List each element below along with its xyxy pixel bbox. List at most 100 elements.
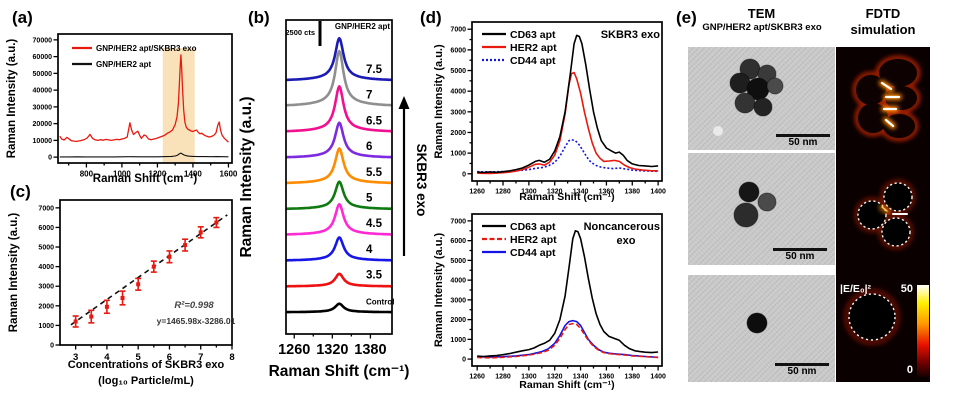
spectrum-5.5 [285, 147, 392, 185]
y-tick-label: 2000 [38, 303, 54, 310]
y-tick-label: 3000 [38, 284, 54, 291]
legend-label: HER2 apt [510, 42, 557, 54]
fdtd-row2-trimer [855, 180, 915, 249]
panel-e-label: (e) [676, 8, 697, 27]
spectrum-4.5 [285, 202, 392, 236]
panel-d-label: (d) [420, 8, 442, 27]
y-tick-label: 4000 [38, 264, 54, 271]
x-tick-label: 3 [73, 352, 78, 363]
plot-border [59, 199, 233, 346]
panel-a-chart: 800 1000 1200 1400 1600 0 10000 20000 30000 40000… [6, 33, 238, 185]
y-axis-label: Raman Intensity (a.u.) [433, 44, 445, 159]
series-group [59, 54, 229, 158]
x-tick-label: 5 [136, 352, 142, 363]
x-axis-label: Raman Shift (cm⁻¹) [519, 191, 614, 203]
tem-image-row3: 50 nm [688, 275, 835, 382]
x-tick-label: 1340 [573, 189, 589, 196]
spectrum-Control [285, 302, 392, 314]
x-tick-label: 4 [104, 352, 110, 363]
x-axis-label: Raman Shift (cm⁻¹) [519, 379, 614, 391]
arrow-label: SKBR3 exo [414, 144, 429, 217]
panel-b-chart: 7.5 7 6.5 6 5.5 5 4.5 4 3.5 Control 2500 cts SKBR3 … [238, 19, 429, 380]
data-point [104, 304, 109, 309]
x-tick-label: 1300 [521, 189, 537, 196]
hotspots [879, 205, 910, 217]
y-tick-label: 20000 [33, 121, 53, 128]
y-tick-label: 30000 [33, 104, 53, 111]
spectrum-7.5 [285, 36, 392, 82]
up-arrow-head [398, 96, 410, 109]
series-HER2 apt [477, 322, 659, 359]
data-point [73, 319, 78, 324]
x-tick-label: 1000 [113, 170, 131, 179]
x-axis-label: Raman Shift (cm⁻¹) [93, 173, 198, 185]
y-tick-label: 7000 [450, 27, 466, 34]
x-axis-ticks [476, 366, 659, 371]
data-point [120, 295, 125, 300]
series-label: 5 [366, 193, 373, 205]
series-CD44 apt [477, 319, 659, 359]
nanoparticle-outline [848, 293, 896, 341]
y-axis-label: Raman Intensity (a.u.) [8, 213, 20, 333]
y-axis-label: Raman Intensity (a.u.) [6, 39, 18, 159]
x-axis-label: Raman Shift (cm⁻¹) [269, 363, 410, 380]
plasmon-glow [844, 289, 900, 345]
scale-bar [775, 363, 829, 366]
panel-c-chart: 3 4 5 6 7 8 0 1000 2000 3000 4000 5000 6000 7000 Conce… [8, 199, 236, 387]
legend-label: GNP/HER2 apt [96, 60, 151, 69]
series-label: 4.5 [366, 218, 383, 230]
plot-border [285, 19, 393, 335]
nanoparticle-outlines [857, 182, 913, 247]
tem-row1-particles [713, 58, 784, 136]
plot-border [57, 33, 233, 164]
y-tick-label: 4000 [450, 89, 466, 96]
fdtd-column-title: FDTD [865, 6, 901, 21]
tem-row3-particles [746, 312, 768, 334]
data-point [89, 314, 94, 319]
annotation: GNP/HER2 apt [335, 22, 390, 31]
y-axis-ticks [467, 220, 472, 360]
y-axis-ticks [55, 207, 60, 346]
legend-label: HER2 apt [510, 234, 557, 246]
series-group [477, 229, 659, 359]
series-label: 4 [366, 244, 373, 256]
legend-label: CD63 apt [510, 29, 556, 41]
fdtd-row1-hexamer [852, 55, 921, 142]
y-tick-label: 10000 [33, 138, 53, 145]
y-tick-label: 7000 [450, 218, 466, 225]
y-tick-label: 1000 [450, 337, 466, 344]
legend-label: GNP/HER2 apt/SKBR3 exo [96, 44, 197, 53]
chart-title: SKBR3 exo [601, 29, 661, 41]
y-tick-label: 50000 [33, 71, 53, 78]
series-group [285, 36, 392, 314]
x-tick-label: 1400 [650, 374, 666, 381]
data-point [151, 264, 156, 269]
x-tick-label: 1380 [624, 374, 640, 381]
y-tick-label: 5000 [38, 245, 54, 252]
x-tick-label: 1260 [278, 342, 310, 358]
y-axis-label: Raman Intensity (a.u.) [433, 233, 445, 348]
x-tick-label: 1260 [469, 374, 485, 381]
tem-row2-particles [733, 181, 777, 228]
fit-line [70, 214, 228, 326]
series-HER2 apt [477, 71, 659, 175]
y-tick-label: 2000 [450, 130, 466, 137]
fdtd-simulation-column [836, 47, 930, 382]
x-axis-ticks [74, 345, 233, 350]
series-GNP/HER2 apt [59, 152, 229, 158]
spectrum-7 [285, 49, 392, 107]
series-group [477, 34, 659, 175]
x-tick-label: 1360 [599, 189, 615, 196]
legend-label: CD44 apt [510, 55, 556, 67]
scale-bar-text: 2500 cts [285, 28, 315, 37]
y-tick-label: 5000 [450, 68, 466, 75]
series-label: 7 [366, 90, 372, 102]
y-tick-label: 0 [462, 357, 466, 364]
scale-bar-label: 50 nm [788, 137, 818, 148]
x-tick-label: 6 [167, 352, 172, 363]
y-tick-label: 3000 [450, 109, 466, 116]
colorbar-min: 0 [906, 364, 913, 376]
y-tick-label: 60000 [33, 54, 53, 61]
tem-column-subtitle: GNP/HER2 apt/SKBR3 exo [702, 22, 822, 33]
